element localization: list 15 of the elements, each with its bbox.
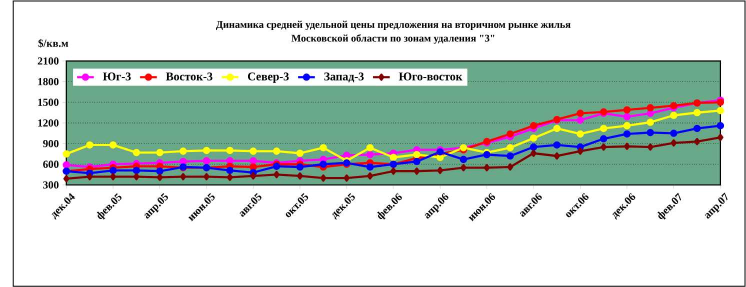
legend-label: Юго-восток xyxy=(398,72,462,80)
y-tick-label: 1800 xyxy=(38,78,59,86)
legend-label: Север-3 xyxy=(248,72,289,83)
y-tick-label: 2100 xyxy=(38,57,59,65)
legend-label: Запад-3 xyxy=(324,72,364,82)
chart-subtitle: Московской области по зонам удаления "3" xyxy=(292,34,494,44)
y-tick-label: 1500 xyxy=(38,98,59,106)
legend-label: Восток-3 xyxy=(166,72,212,80)
y-tick-label: 600 xyxy=(43,160,59,168)
chart-title: Динамика средней удельной цены предложения на вторичном рынке жилья xyxy=(216,20,571,30)
y-axis-title: $/кв.м xyxy=(38,38,68,48)
y-tick-label: 1200 xyxy=(38,119,59,126)
y-tick-label: 900 xyxy=(43,140,59,148)
legend-label: Юг-3 xyxy=(102,72,131,80)
y-tick-label: 300 xyxy=(43,181,59,188)
